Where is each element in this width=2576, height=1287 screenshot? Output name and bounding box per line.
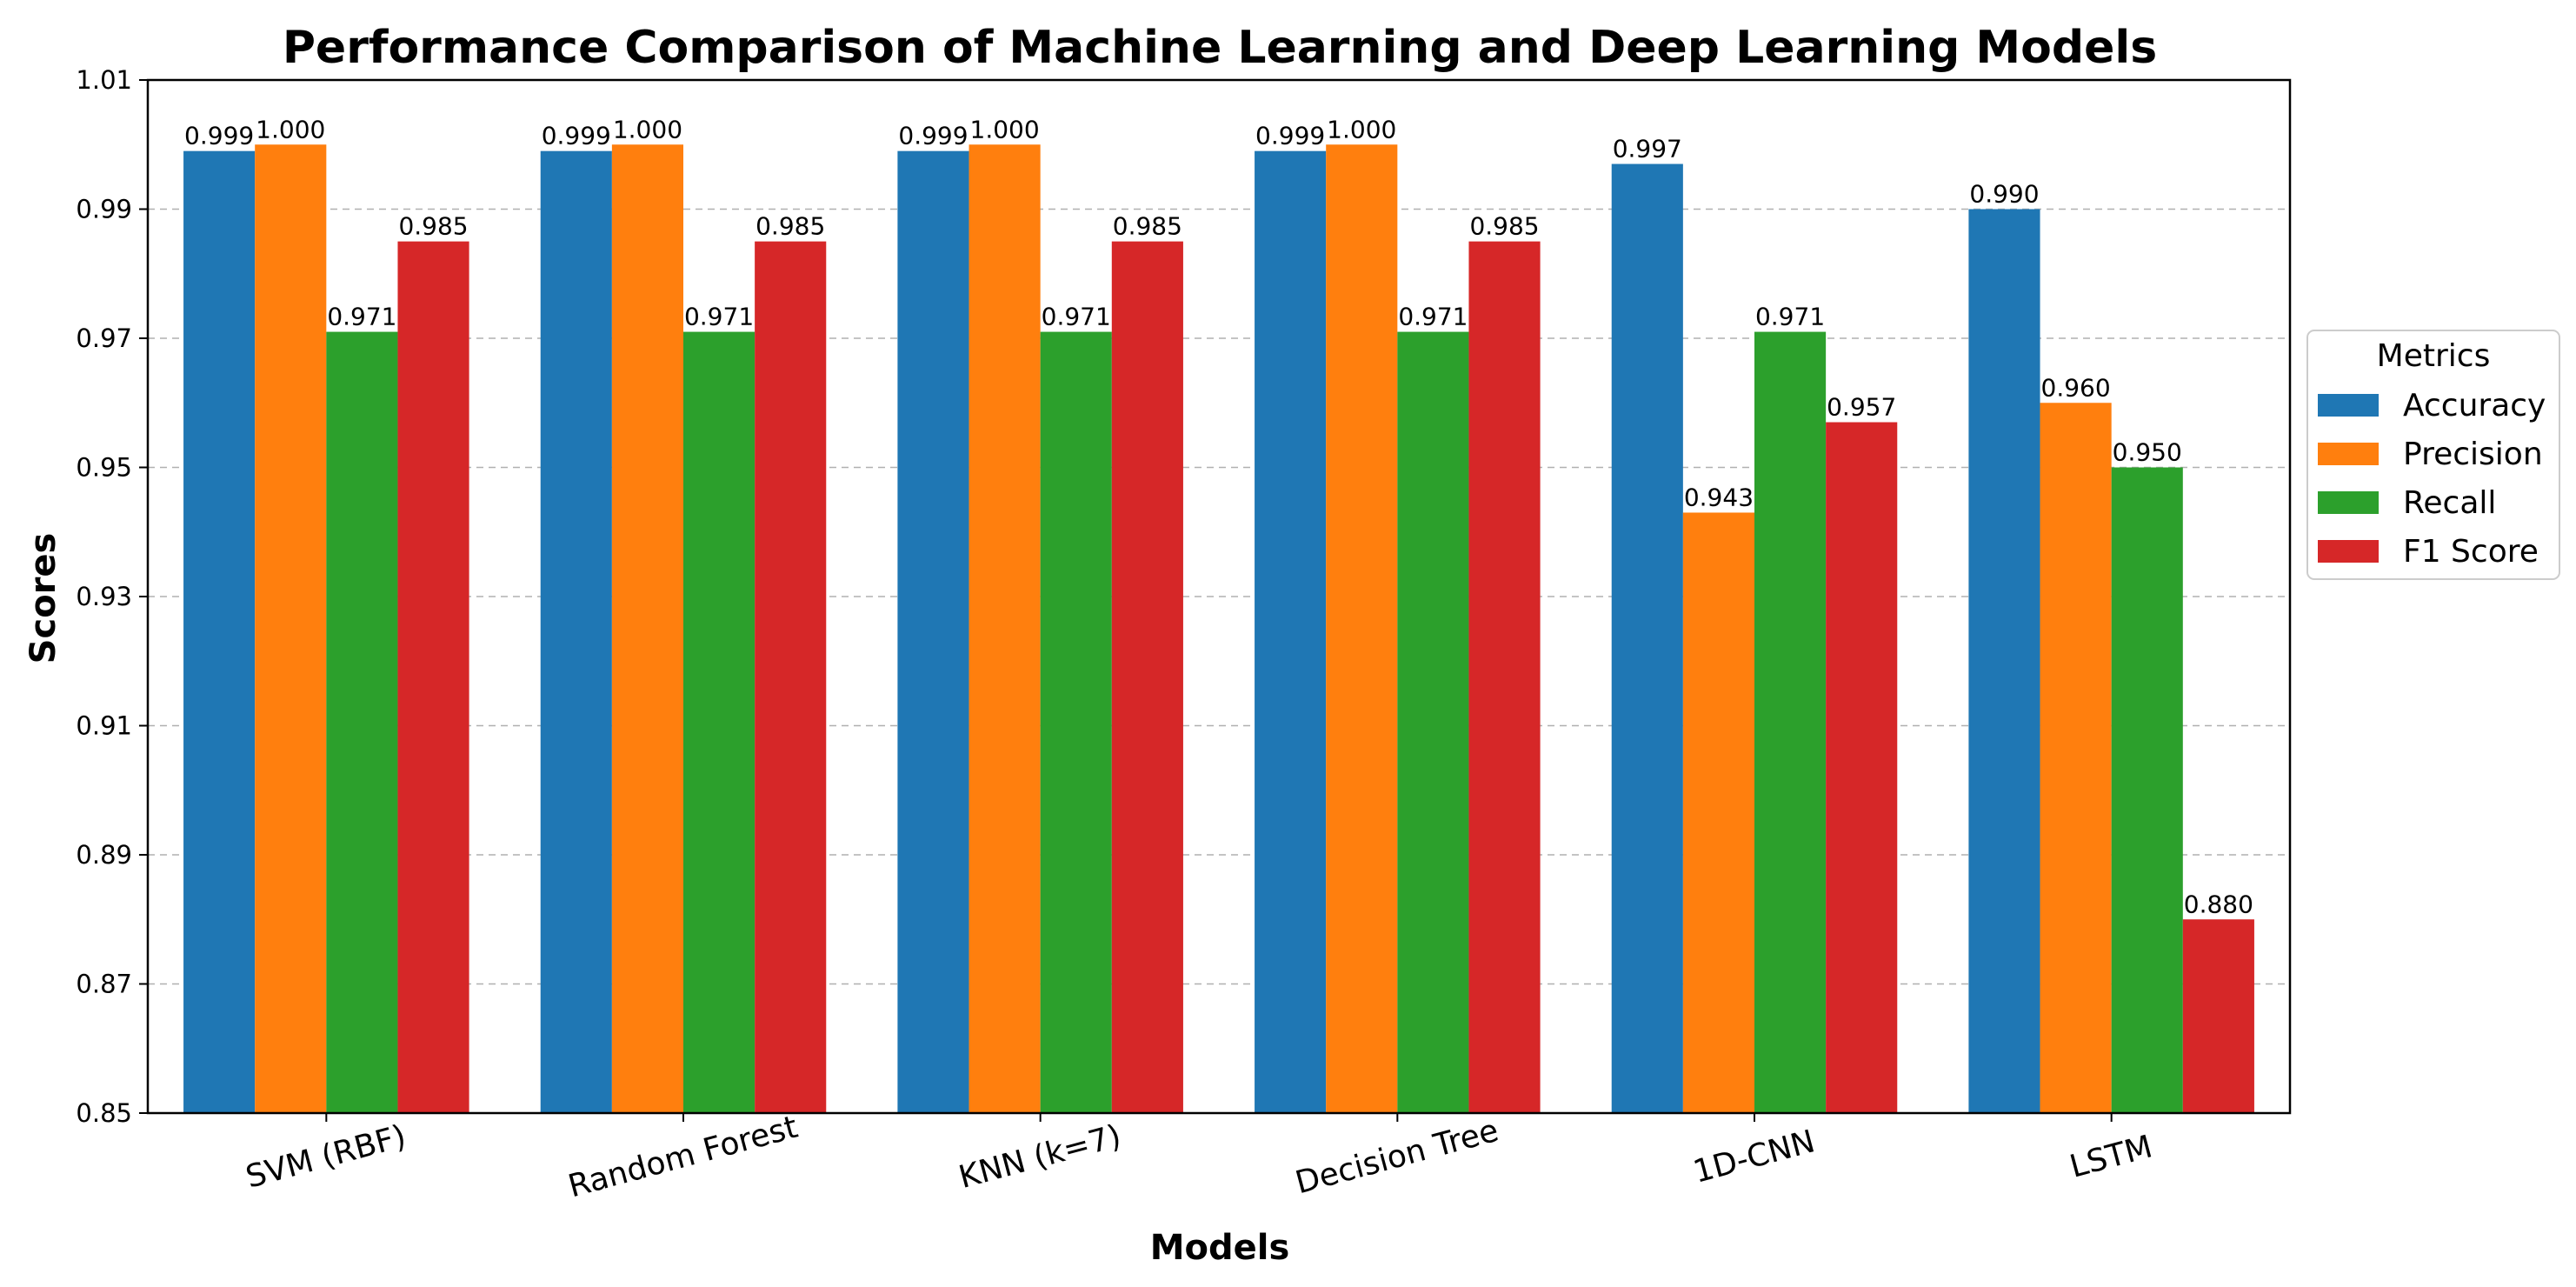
data-label: 0.957 bbox=[1827, 393, 1896, 422]
grid-lines bbox=[148, 208, 2290, 985]
bar-recall bbox=[1754, 331, 1827, 1113]
legend-label: Accuracy bbox=[2403, 388, 2546, 423]
y-tick-label: 0.93 bbox=[76, 582, 132, 611]
data-label: 0.997 bbox=[1613, 135, 1682, 163]
data-label: 0.985 bbox=[398, 212, 468, 241]
data-label: 1.000 bbox=[613, 115, 682, 143]
legend-swatch bbox=[2318, 394, 2379, 417]
data-label: 0.985 bbox=[755, 212, 825, 241]
bar-precision bbox=[2040, 403, 2112, 1113]
bar-precision bbox=[611, 144, 683, 1113]
x-axis-label: Models bbox=[1150, 1228, 1290, 1268]
data-label: 0.971 bbox=[1042, 303, 1111, 331]
data-label: 0.943 bbox=[1684, 483, 1754, 511]
data-label: 0.971 bbox=[1398, 303, 1468, 331]
bar-accuracy bbox=[540, 150, 612, 1113]
bar-precision bbox=[1326, 144, 1398, 1113]
bar-precision bbox=[255, 144, 327, 1113]
legend-swatch bbox=[2318, 491, 2379, 514]
data-label: 0.971 bbox=[1755, 303, 1825, 331]
data-label: 1.000 bbox=[256, 115, 325, 143]
legend-title: Metrics bbox=[2377, 338, 2491, 374]
bar-recall bbox=[1397, 331, 1469, 1113]
y-tick-label: 0.97 bbox=[76, 323, 132, 353]
data-label: 1.000 bbox=[1327, 115, 1396, 143]
bar-precision bbox=[968, 144, 1041, 1113]
chart-title: Performance Comparison of Machine Learni… bbox=[283, 22, 2157, 74]
data-label: 0.999 bbox=[542, 122, 611, 150]
y-tick-label: 1.01 bbox=[76, 65, 132, 95]
y-tick-label: 0.85 bbox=[76, 1098, 132, 1128]
bar-accuracy bbox=[1255, 150, 1327, 1113]
legend-label: Precision bbox=[2403, 437, 2543, 472]
x-tick-label: Random Forest bbox=[564, 1110, 801, 1205]
bar-f1-score bbox=[397, 241, 469, 1113]
bar-accuracy bbox=[1611, 163, 1683, 1113]
x-tick-label: SVM (RBF) bbox=[243, 1118, 410, 1195]
bar-accuracy bbox=[897, 150, 969, 1113]
data-label: 1.000 bbox=[970, 115, 1040, 143]
bar-f1-score bbox=[1468, 241, 1541, 1113]
y-tick-label: 0.89 bbox=[76, 840, 132, 870]
data-label: 0.950 bbox=[2113, 438, 2182, 467]
bar-f1-score bbox=[1111, 241, 1183, 1113]
x-tick-label: 1D-CNN bbox=[1689, 1124, 1818, 1190]
data-label: 0.971 bbox=[327, 303, 396, 331]
data-label: 0.990 bbox=[1969, 180, 2039, 209]
legend-label: Recall bbox=[2403, 485, 2496, 521]
bar-accuracy bbox=[183, 150, 256, 1113]
legend-label: F1 Score bbox=[2403, 534, 2539, 570]
data-label: 0.985 bbox=[1113, 212, 1182, 241]
bar-recall bbox=[2111, 467, 2183, 1113]
y-tick-label: 0.87 bbox=[76, 970, 132, 999]
x-axis-ticks: SVM (RBF) Random Forest KNN (k=7) Decision … bbox=[243, 1110, 2156, 1205]
bar-f1-score bbox=[1826, 422, 1898, 1113]
data-label: 0.985 bbox=[1469, 212, 1539, 241]
data-label: 0.999 bbox=[898, 122, 968, 150]
bar-recall bbox=[1040, 331, 1112, 1113]
data-label: 0.960 bbox=[2041, 373, 2111, 402]
bar-f1-score bbox=[2182, 919, 2254, 1113]
data-label: 0.999 bbox=[184, 122, 254, 150]
legend-box bbox=[2306, 330, 2560, 580]
data-label: 0.971 bbox=[684, 303, 754, 331]
bar-precision bbox=[1682, 512, 1754, 1113]
y-tick-label: 0.99 bbox=[76, 195, 132, 224]
legend-items: Accuracy Precision Recall F1 Score bbox=[2318, 388, 2546, 570]
bars bbox=[183, 144, 2254, 1113]
legend-swatch bbox=[2318, 540, 2379, 563]
bar-f1-score bbox=[755, 241, 827, 1113]
data-label: 0.999 bbox=[1255, 122, 1325, 150]
x-tick-label: LSTM bbox=[2067, 1129, 2156, 1184]
bar-recall bbox=[326, 331, 398, 1113]
y-tick-label: 0.91 bbox=[76, 711, 132, 741]
data-label: 0.880 bbox=[2184, 890, 2253, 918]
x-tick-label: Decision Tree bbox=[1292, 1113, 1502, 1202]
y-tick-label: 0.95 bbox=[76, 453, 132, 483]
bar-recall bbox=[683, 331, 755, 1113]
y-axis-ticks: 0.85 0.87 0.89 0.91 0.93 0.95 0.97 0.99 1.01 bbox=[76, 65, 148, 1128]
x-tick-label: KNN (k=7) bbox=[955, 1118, 1125, 1196]
bar-accuracy bbox=[1968, 209, 2040, 1113]
y-axis-label: Scores bbox=[23, 533, 63, 664]
legend-swatch bbox=[2318, 443, 2379, 465]
legend: Metrics Accuracy Precision Recall F1 Score bbox=[2306, 330, 2560, 580]
